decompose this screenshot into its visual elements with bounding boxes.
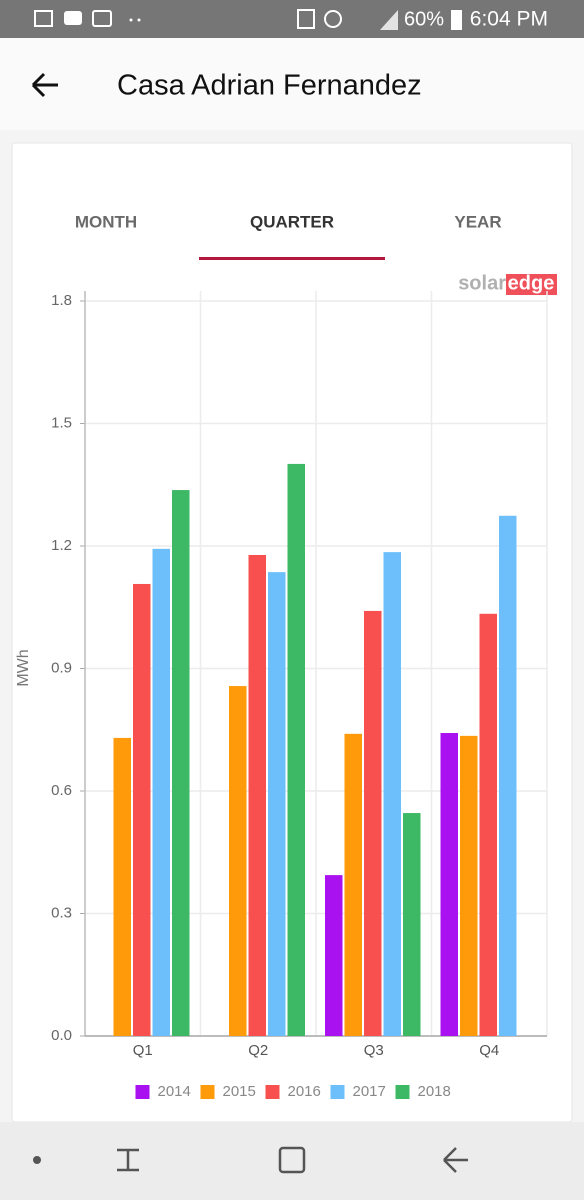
alarm-icon: [324, 10, 342, 28]
logo-solar: solar: [458, 272, 506, 294]
nav-dot: [33, 1156, 41, 1164]
bar: [325, 875, 343, 1036]
mute-icon: [297, 9, 315, 29]
nav-bar: [0, 1122, 584, 1200]
legend-swatch: [265, 1085, 280, 1099]
status-bar: [0, 0, 584, 38]
legend-label: 2018: [418, 1083, 451, 1100]
messenger-icon: [92, 10, 112, 27]
bar: [344, 733, 362, 1036]
more-dot: [137, 18, 141, 22]
recents-button[interactable]: [117, 1148, 139, 1172]
bar: [229, 686, 247, 1036]
legend-swatch: [200, 1085, 215, 1099]
bar: [248, 554, 266, 1036]
y-tick-label: 0.9: [51, 659, 72, 676]
bar: [383, 552, 401, 1036]
legend-swatch: [330, 1085, 345, 1099]
y-tick-label: 0.3: [51, 904, 72, 921]
more-dot: [129, 18, 133, 22]
gallery-icon: [34, 10, 53, 27]
bar: [113, 737, 131, 1036]
app-bar: [0, 38, 584, 130]
legend-swatch: [395, 1085, 410, 1099]
y-tick-label: 1.5: [51, 414, 72, 431]
twitter-icon: [64, 11, 82, 25]
back-nav-button[interactable]: [443, 1147, 468, 1173]
y-tick-label: 1.2: [51, 537, 72, 554]
y-tick-label: 0.0: [51, 1027, 72, 1044]
bar: [172, 490, 190, 1036]
y-tick-label: 0.6: [51, 782, 72, 799]
x-tick-label: Q1: [133, 1042, 153, 1059]
logo-box: [506, 274, 557, 295]
legend-label: 2017: [353, 1083, 386, 1100]
legend-label: 2016: [288, 1083, 321, 1100]
tab-selected[interactable]: QUARTER: [250, 212, 334, 231]
bar: [479, 613, 497, 1036]
signal-icon: [380, 10, 398, 30]
bar: [152, 548, 170, 1036]
bar: [403, 813, 421, 1036]
bar: [133, 583, 151, 1036]
tab-indicator: [199, 257, 385, 260]
back-button[interactable]: [31, 72, 58, 98]
y-tick-label: 1.8: [51, 292, 72, 309]
bar: [499, 515, 517, 1036]
bar: [364, 610, 382, 1036]
tab[interactable]: YEAR: [454, 212, 501, 231]
bar: [440, 733, 458, 1036]
battery-icon: [451, 10, 462, 30]
plot: 0.0 0.3 0.6 0.9 1.2 1.5 1.8 Q1 Q2 Q3 Q4 2014 2015 201…: [51, 291, 548, 1100]
legend-swatch: [135, 1085, 150, 1099]
legend-label: 2015: [223, 1083, 256, 1100]
page-title: Casa Adrian Fernandez: [117, 70, 422, 102]
bar: [268, 572, 286, 1036]
logo-edge: edge: [508, 272, 555, 294]
x-tick-label: Q3: [364, 1042, 384, 1059]
battery-text: 60%: [404, 8, 444, 30]
y-axis-label: MWh: [15, 649, 32, 686]
tab[interactable]: MONTH: [75, 212, 137, 231]
bar: [287, 463, 305, 1036]
home-button[interactable]: [278, 1146, 306, 1174]
x-tick-label: Q2: [248, 1042, 268, 1059]
clock: 6:04 PM: [470, 8, 548, 31]
x-tick-label: Q4: [479, 1042, 499, 1059]
bar: [460, 735, 478, 1036]
legend-label: 2014: [158, 1083, 191, 1100]
